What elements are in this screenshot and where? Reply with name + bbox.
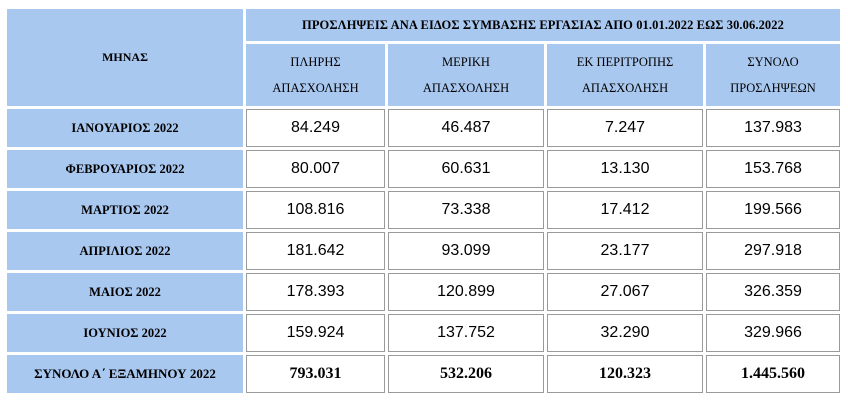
total-part-time: 532.206 [388,355,544,393]
cell-rotational: 7.247 [547,109,703,147]
cell-full-time: 178.393 [246,273,385,311]
column-header-full-time: ΠΛΗΡΗΣ ΑΠΑΣΧΟΛΗΣΗ [246,44,385,106]
cell-part-time: 120.899 [388,273,544,311]
cell-part-time: 46.487 [388,109,544,147]
cell-rotational: 27.067 [547,273,703,311]
month-label: ΑΠΡΙΛΙΟΣ 2022 [7,232,243,270]
column-header-rotational: ΕΚ ΠΕΡΙΤΡΟΠΗΣ ΑΠΑΣΧΟΛΗΣΗ [547,44,703,106]
table-title: ΠΡΟΣΛΗΨΕΙΣ ΑΝΑ ΕΙΔΟΣ ΣΥΜΒΑΣΗΣ ΕΡΓΑΣΙΑΣ Α… [246,9,840,41]
cell-full-time: 159.924 [246,314,385,352]
cell-total: 297.918 [706,232,840,270]
month-label: ΙΑΝΟΥΑΡΙΟΣ 2022 [7,109,243,147]
column-header-part-time: ΜΕΡΙΚΗ ΑΠΑΣΧΟΛΗΣΗ [388,44,544,106]
cell-full-time: 84.249 [246,109,385,147]
cell-part-time: 93.099 [388,232,544,270]
cell-rotational: 17.412 [547,191,703,229]
table-row: ΜΑΙΟΣ 2022 178.393 120.899 27.067 326.35… [7,273,840,311]
hiring-table: ΜΗΝΑΣ ΠΡΟΣΛΗΨΕΙΣ ΑΝΑ ΕΙΔΟΣ ΣΥΜΒΑΣΗΣ ΕΡΓΑ… [4,6,843,396]
cell-part-time: 60.631 [388,150,544,188]
cell-total: 329.966 [706,314,840,352]
column-header-total: ΣΥΝΟΛΟ ΠΡΟΣΛΗΨΕΩΝ [706,44,840,106]
table-row: ΜΑΡΤΙΟΣ 2022 108.816 73.338 17.412 199.5… [7,191,840,229]
cell-part-time: 73.338 [388,191,544,229]
month-label: ΙΟΥΝΙΟΣ 2022 [7,314,243,352]
total-full-time: 793.031 [246,355,385,393]
cell-rotational: 13.130 [547,150,703,188]
month-column-label: ΜΗΝΑΣ [102,50,148,64]
cell-total: 137.983 [706,109,840,147]
cell-rotational: 23.177 [547,232,703,270]
total-rotational: 120.323 [547,355,703,393]
total-all: 1.445.560 [706,355,840,393]
cell-total: 199.566 [706,191,840,229]
cell-total: 326.359 [706,273,840,311]
corner-header: ΜΗΝΑΣ [7,9,243,106]
total-row: ΣΥΝΟΛΟ Α΄ ΕΞΑΜΗΝΟΥ 2022 793.031 532.206 … [7,355,840,393]
table-row: ΙΑΝΟΥΑΡΙΟΣ 2022 84.249 46.487 7.247 137.… [7,109,840,147]
header-row-title: ΜΗΝΑΣ ΠΡΟΣΛΗΨΕΙΣ ΑΝΑ ΕΙΔΟΣ ΣΥΜΒΑΣΗΣ ΕΡΓΑ… [7,9,840,106]
cell-part-time: 137.752 [388,314,544,352]
cell-full-time: 108.816 [246,191,385,229]
table-row: ΙΟΥΝΙΟΣ 2022 159.924 137.752 32.290 329.… [7,314,840,352]
month-label: ΜΑΡΤΙΟΣ 2022 [7,191,243,229]
header-row-columns: ΠΛΗΡΗΣ ΑΠΑΣΧΟΛΗΣΗ ΜΕΡΙΚΗ ΑΠΑΣΧΟΛΗΣΗ ΕΚ ΠΕΡ… [7,44,840,106]
cell-full-time: 80.007 [246,150,385,188]
month-label: ΜΑΙΟΣ 2022 [7,273,243,311]
cell-total: 153.768 [706,150,840,188]
cell-full-time: 181.642 [246,232,385,270]
total-label: ΣΥΝΟΛΟ Α΄ ΕΞΑΜΗΝΟΥ 2022 [7,355,243,393]
month-label: ΦΕΒΡΟΥΑΡΙΟΣ 2022 [7,150,243,188]
table-row: ΑΠΡΙΛΙΟΣ 2022 181.642 93.099 23.177 297.… [7,232,840,270]
cell-rotational: 32.290 [547,314,703,352]
table-row: ΦΕΒΡΟΥΑΡΙΟΣ 2022 80.007 60.631 13.130 15… [7,150,840,188]
